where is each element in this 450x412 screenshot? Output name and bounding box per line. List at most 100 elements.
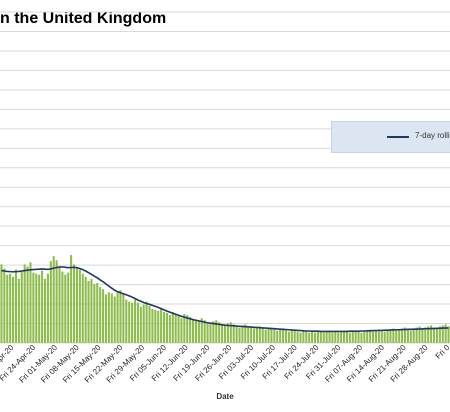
bar — [424, 327, 427, 343]
bars — [0, 255, 450, 344]
bar — [186, 315, 189, 343]
bar — [412, 328, 415, 343]
bar — [325, 331, 328, 343]
bar — [345, 331, 348, 343]
bar — [93, 284, 96, 343]
rolling-average-line-layer — [1, 266, 449, 333]
bar — [104, 294, 108, 343]
bar — [43, 278, 47, 343]
bar — [200, 318, 203, 343]
bar — [209, 323, 212, 343]
bar — [203, 320, 206, 343]
bar — [430, 325, 433, 343]
bar — [223, 325, 227, 343]
legend-line-swatch — [387, 136, 409, 138]
bar — [35, 273, 38, 343]
bar — [398, 329, 401, 343]
bar — [337, 332, 340, 343]
x-axis-label: Date — [216, 392, 234, 401]
bar — [267, 328, 270, 343]
bar — [287, 331, 290, 343]
bar — [46, 273, 49, 343]
bar — [84, 276, 87, 343]
bar — [160, 307, 163, 343]
bar — [23, 264, 26, 343]
bar — [354, 330, 357, 343]
bar — [264, 329, 267, 343]
bar — [418, 326, 421, 343]
bar — [197, 321, 200, 343]
bar — [192, 319, 195, 343]
bar — [14, 269, 18, 343]
bar — [401, 328, 404, 343]
bar — [421, 328, 424, 343]
bar — [244, 324, 247, 343]
bar — [6, 274, 9, 343]
bar — [87, 280, 90, 343]
bar — [366, 330, 369, 343]
bar — [415, 327, 418, 343]
bar — [70, 255, 73, 343]
bar — [119, 290, 122, 343]
bar — [9, 273, 12, 343]
bar — [276, 330, 279, 343]
bar — [107, 292, 110, 343]
bar — [12, 276, 15, 343]
bar — [180, 318, 183, 343]
bar — [136, 302, 139, 343]
bar — [261, 328, 264, 343]
bar — [282, 328, 285, 343]
bar — [116, 291, 119, 343]
bar — [157, 310, 160, 343]
bar — [305, 330, 308, 343]
bar — [90, 278, 93, 343]
bar — [357, 331, 360, 343]
bar — [61, 271, 64, 343]
bar — [194, 320, 198, 343]
bar — [372, 331, 375, 343]
bar — [17, 278, 20, 343]
bar — [165, 313, 168, 343]
bar — [255, 327, 258, 343]
bar — [435, 328, 438, 343]
bar — [183, 314, 186, 343]
chart-title: n the United Kingdom — [0, 10, 167, 27]
bar — [168, 315, 171, 343]
rolling-average-line — [1, 266, 449, 333]
bar — [122, 294, 125, 343]
bar — [99, 287, 102, 343]
bar — [145, 301, 148, 344]
bar — [215, 320, 218, 343]
bar — [32, 272, 35, 343]
bar — [177, 316, 180, 343]
bar — [252, 328, 256, 343]
bar — [299, 332, 302, 343]
bar — [81, 273, 84, 343]
bar — [293, 329, 296, 343]
bar — [447, 326, 450, 343]
bar — [235, 326, 238, 343]
bar — [226, 323, 229, 343]
bar — [212, 321, 215, 343]
bar — [380, 330, 383, 343]
bar — [139, 306, 142, 343]
bar — [206, 322, 209, 343]
bar — [395, 330, 398, 343]
bar — [406, 329, 409, 343]
bar — [308, 332, 311, 343]
bar — [409, 330, 412, 343]
bar — [218, 322, 221, 343]
bar — [331, 332, 334, 343]
bar — [438, 326, 441, 343]
bar — [351, 331, 354, 343]
bar — [151, 308, 154, 343]
bar — [250, 327, 253, 343]
bar — [131, 302, 134, 343]
legend: 7-day rolling — [331, 121, 450, 153]
bar — [290, 330, 293, 343]
bar — [20, 271, 23, 343]
bar — [142, 304, 145, 343]
bar — [3, 268, 6, 343]
bar — [273, 329, 276, 343]
